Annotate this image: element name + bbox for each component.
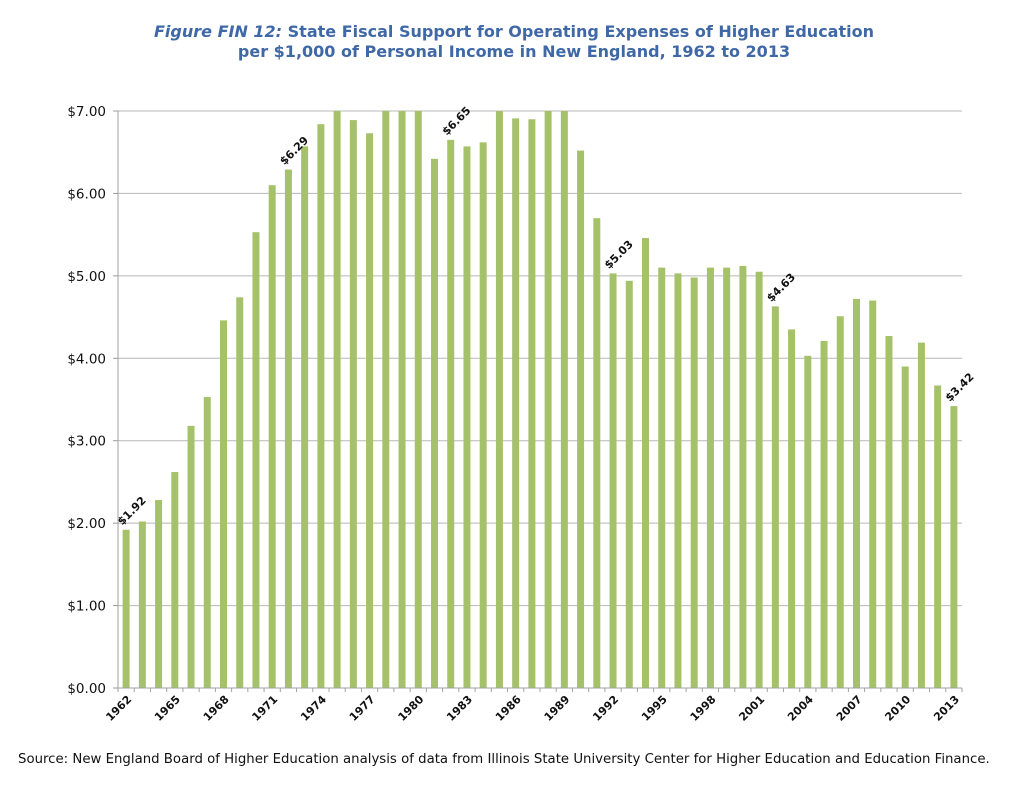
x-tick-label: 1998 bbox=[688, 693, 719, 724]
x-tick-label: 1977 bbox=[347, 693, 378, 724]
bar-1987 bbox=[528, 119, 536, 688]
bar-1969 bbox=[236, 297, 244, 688]
x-tick-label: 1986 bbox=[493, 693, 524, 724]
bars bbox=[122, 111, 958, 689]
x-tick-label: 2010 bbox=[882, 693, 913, 724]
bar-1981 bbox=[431, 158, 438, 688]
bar-1996 bbox=[674, 273, 682, 688]
bar-1980 bbox=[414, 111, 422, 688]
y-tick-label: $2.00 bbox=[67, 516, 106, 532]
x-tick-label: 1995 bbox=[639, 693, 670, 724]
bar-2009 bbox=[885, 336, 893, 688]
bar-1966 bbox=[187, 425, 195, 688]
source-note: Source: New England Board of Higher Educ… bbox=[18, 752, 990, 767]
bar-2002 bbox=[771, 306, 779, 688]
bar-1984 bbox=[479, 142, 487, 688]
bar-1974 bbox=[317, 124, 325, 688]
bar-1976 bbox=[349, 120, 357, 689]
x-tick-label: 1968 bbox=[201, 693, 232, 724]
data-label: $3.42 bbox=[943, 370, 977, 404]
bar-1971 bbox=[268, 185, 276, 688]
gridlines bbox=[118, 110, 962, 607]
x-tick-label: 2004 bbox=[785, 693, 816, 724]
bar-2013 bbox=[950, 406, 958, 688]
y-tick-label: $7.00 bbox=[67, 104, 106, 120]
y-tick-label: $3.00 bbox=[67, 434, 106, 450]
bar-1963 bbox=[138, 521, 146, 688]
bar-1991 bbox=[593, 218, 601, 688]
bar-1977 bbox=[366, 133, 374, 688]
bar-1992 bbox=[609, 273, 617, 688]
y-tick-label: $1.00 bbox=[67, 599, 106, 615]
chart-title-line2: per $1,000 of Personal Income in New Eng… bbox=[237, 42, 791, 61]
data-label: $5.03 bbox=[602, 238, 636, 272]
bar-1993 bbox=[625, 280, 633, 688]
bar-1973 bbox=[301, 146, 309, 689]
bar-1965 bbox=[171, 472, 179, 688]
bar-1964 bbox=[155, 500, 163, 688]
bar-2000 bbox=[739, 265, 747, 688]
bar-2004 bbox=[804, 355, 812, 688]
x-tick-label: 1962 bbox=[103, 693, 134, 724]
bar-1999 bbox=[723, 267, 731, 688]
x-tick-label: 1980 bbox=[396, 693, 427, 724]
bar-2001 bbox=[755, 271, 763, 688]
x-axis-ticks: 1962 1965 1968 1971 1974 1977 1980 1983 1986 1989… bbox=[103, 688, 963, 724]
bar-2005 bbox=[820, 340, 828, 688]
bar-2010 bbox=[901, 366, 909, 688]
title-text-line1: State Fiscal Support for Operating Expen… bbox=[287, 22, 874, 41]
bar-1985 bbox=[495, 111, 503, 688]
x-tick-label: 2007 bbox=[834, 693, 865, 724]
x-tick-label: 1971 bbox=[249, 693, 280, 724]
bar-2011 bbox=[917, 342, 925, 688]
bar-1982 bbox=[447, 139, 455, 689]
chart-title-line1: Figure FIN 12: State Fiscal Support for … bbox=[0, 22, 1028, 42]
bar-1986 bbox=[512, 118, 520, 688]
bar-1988 bbox=[544, 111, 552, 688]
bar-2003 bbox=[788, 329, 796, 688]
y-tick-label: $5.00 bbox=[67, 269, 106, 285]
axes bbox=[117, 111, 962, 689]
x-tick-label: 1989 bbox=[542, 693, 573, 724]
chart-title: Figure FIN 12: State Fiscal Support for … bbox=[0, 22, 1028, 62]
bar-1983 bbox=[463, 146, 471, 689]
bar-1968 bbox=[220, 320, 227, 688]
bar-1967 bbox=[203, 397, 211, 688]
x-tick-label: 1974 bbox=[298, 693, 329, 724]
bar-2006 bbox=[836, 316, 844, 688]
data-label: $6.65 bbox=[440, 104, 474, 138]
x-tick-label: 1965 bbox=[152, 693, 183, 724]
bar-1990 bbox=[577, 150, 585, 688]
x-tick-label: 2001 bbox=[736, 693, 767, 724]
bar-1995 bbox=[658, 267, 666, 688]
bar-1998 bbox=[706, 267, 714, 688]
bar-2007 bbox=[853, 298, 860, 688]
bar-1979 bbox=[398, 111, 406, 688]
bar-1975 bbox=[333, 111, 341, 688]
y-tick-label: $0.00 bbox=[67, 681, 106, 697]
x-tick-label: 1983 bbox=[444, 693, 475, 724]
x-tick-label: 2013 bbox=[931, 693, 962, 724]
bar-1978 bbox=[382, 111, 390, 688]
bar-2012 bbox=[934, 385, 942, 688]
bar-1994 bbox=[642, 237, 649, 688]
bar-1962 bbox=[122, 529, 130, 688]
y-axis-ticks: $0.00 $1.00 $2.00 $3.00 $4.00 $5.00 $6.00 $7.00 bbox=[67, 104, 118, 697]
bar-2008 bbox=[869, 300, 877, 688]
bar-1997 bbox=[690, 277, 698, 688]
y-tick-label: $4.00 bbox=[67, 351, 106, 367]
x-tick-label: 1992 bbox=[590, 693, 621, 724]
bar-1972 bbox=[284, 169, 292, 688]
y-tick-label: $6.00 bbox=[67, 186, 106, 202]
bar-1989 bbox=[560, 111, 568, 688]
figure-label: Figure FIN 12: bbox=[154, 22, 283, 41]
bar-1970 bbox=[252, 232, 260, 689]
